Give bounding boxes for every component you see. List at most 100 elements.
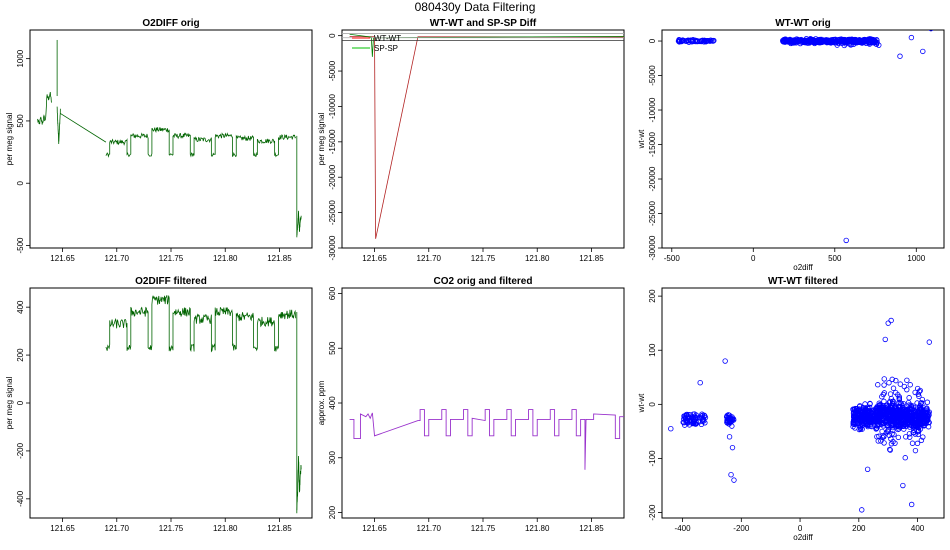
data-point — [668, 426, 674, 432]
x-tick-label: 121.70 — [417, 524, 442, 533]
data-point — [689, 38, 695, 44]
series-line — [296, 455, 302, 511]
y-tick-label: 0 — [16, 180, 25, 185]
panel-p4: O2DIFF filtered 121.65 121.70 121.75 121.80 1… — [5, 276, 313, 533]
data-point — [876, 403, 883, 409]
data-point — [728, 419, 734, 425]
panel-p5: CO2 orig and filtered 121.65 121.70 121.75 1… — [317, 276, 625, 533]
y-tick-label: 0 — [328, 33, 337, 38]
data-point — [874, 407, 881, 414]
data-point — [681, 416, 687, 422]
y-tick-label: -100 — [648, 450, 657, 467]
plot-frame — [341, 29, 625, 249]
x-tick-label: -200 — [733, 524, 750, 533]
data-point — [857, 403, 863, 409]
data-point — [710, 38, 716, 44]
data-point — [881, 434, 887, 440]
data-point — [888, 417, 895, 423]
series-line — [349, 409, 624, 470]
data-point — [900, 405, 907, 411]
data-point — [881, 376, 887, 382]
figure-title: 080430y Data Filtering — [415, 0, 536, 14]
x-tick-label: 121.85 — [267, 524, 292, 533]
plot-area — [342, 33, 624, 239]
y-tick-label: 1000 — [16, 49, 25, 67]
y-tick-label: -200 — [648, 504, 657, 521]
data-point — [907, 434, 913, 440]
data-point — [901, 413, 907, 419]
data-point — [865, 37, 871, 43]
data-point — [874, 434, 880, 440]
y-tick-label: -500 — [16, 237, 25, 254]
data-point — [701, 37, 708, 44]
x-tick-label: 121.75 — [159, 524, 184, 533]
plot-frame — [29, 287, 313, 519]
data-point — [914, 406, 920, 412]
data-point — [859, 507, 865, 513]
data-point — [858, 413, 864, 419]
data-point — [889, 424, 896, 431]
data-point — [899, 404, 906, 411]
data-point — [907, 382, 913, 388]
x-tick-label: -500 — [664, 254, 681, 263]
data-point — [908, 34, 915, 41]
y-tick-label: 200 — [328, 505, 337, 519]
data-point — [883, 402, 890, 409]
data-point — [699, 37, 706, 44]
x-tick-label: 0 — [798, 524, 803, 533]
x-tick-label: 400 — [911, 524, 925, 533]
data-point — [883, 430, 890, 436]
y-tick-label: -15000 — [328, 129, 337, 154]
y-tick-label: 600 — [328, 286, 337, 300]
y-tick-label: 400 — [16, 300, 25, 314]
data-point — [731, 477, 737, 483]
x-tick-label: 121.75 — [159, 254, 184, 263]
data-point — [858, 424, 864, 430]
data-point — [870, 39, 876, 45]
data-point — [689, 420, 696, 427]
x-tick-label: 0 — [751, 254, 756, 263]
x-tick-label: 121.70 — [105, 524, 130, 533]
plot-area — [105, 295, 302, 514]
plot-frame — [661, 287, 945, 519]
data-point — [887, 391, 894, 397]
x-tick-label: -400 — [675, 524, 692, 533]
data-point — [679, 37, 686, 44]
data-point — [890, 385, 897, 391]
data-point — [862, 407, 868, 413]
y-tick-label: -20000 — [648, 166, 657, 191]
x-tick-label: 121.75 — [471, 524, 496, 533]
data-point — [892, 407, 899, 414]
data-point — [693, 412, 699, 418]
x-axis-label: o2diff — [793, 263, 813, 272]
y-tick-label: 200 — [648, 289, 657, 303]
data-point — [903, 418, 909, 425]
y-tick-label: -25000 — [648, 201, 657, 226]
data-point — [901, 426, 907, 432]
data-point — [881, 410, 887, 417]
data-point — [891, 417, 897, 423]
data-point — [881, 390, 888, 396]
panel-p2: WT-WT and SP-SP Diff 121.65 121.70 121.75 12… — [317, 18, 625, 263]
y-tick-label: -5000 — [648, 65, 657, 86]
data-point — [850, 413, 857, 419]
data-point — [918, 400, 925, 406]
data-point — [912, 447, 919, 454]
y-tick-label: -400 — [16, 490, 25, 507]
data-point — [918, 437, 925, 443]
y-tick-label: 500 — [16, 114, 25, 128]
data-point — [919, 396, 926, 403]
data-point — [726, 434, 733, 440]
plot-area — [668, 317, 933, 513]
data-point — [893, 377, 899, 384]
data-point — [914, 440, 921, 447]
data-point — [885, 320, 891, 326]
data-point — [882, 336, 888, 343]
data-point — [902, 455, 908, 461]
plot-area — [349, 409, 624, 470]
data-point — [823, 37, 829, 44]
y-tick-label: 500 — [328, 341, 337, 355]
panel-p3: WT-WT orig-500 0 500 1000-30000-25000-20000… — [637, 18, 945, 272]
data-point — [878, 438, 884, 444]
